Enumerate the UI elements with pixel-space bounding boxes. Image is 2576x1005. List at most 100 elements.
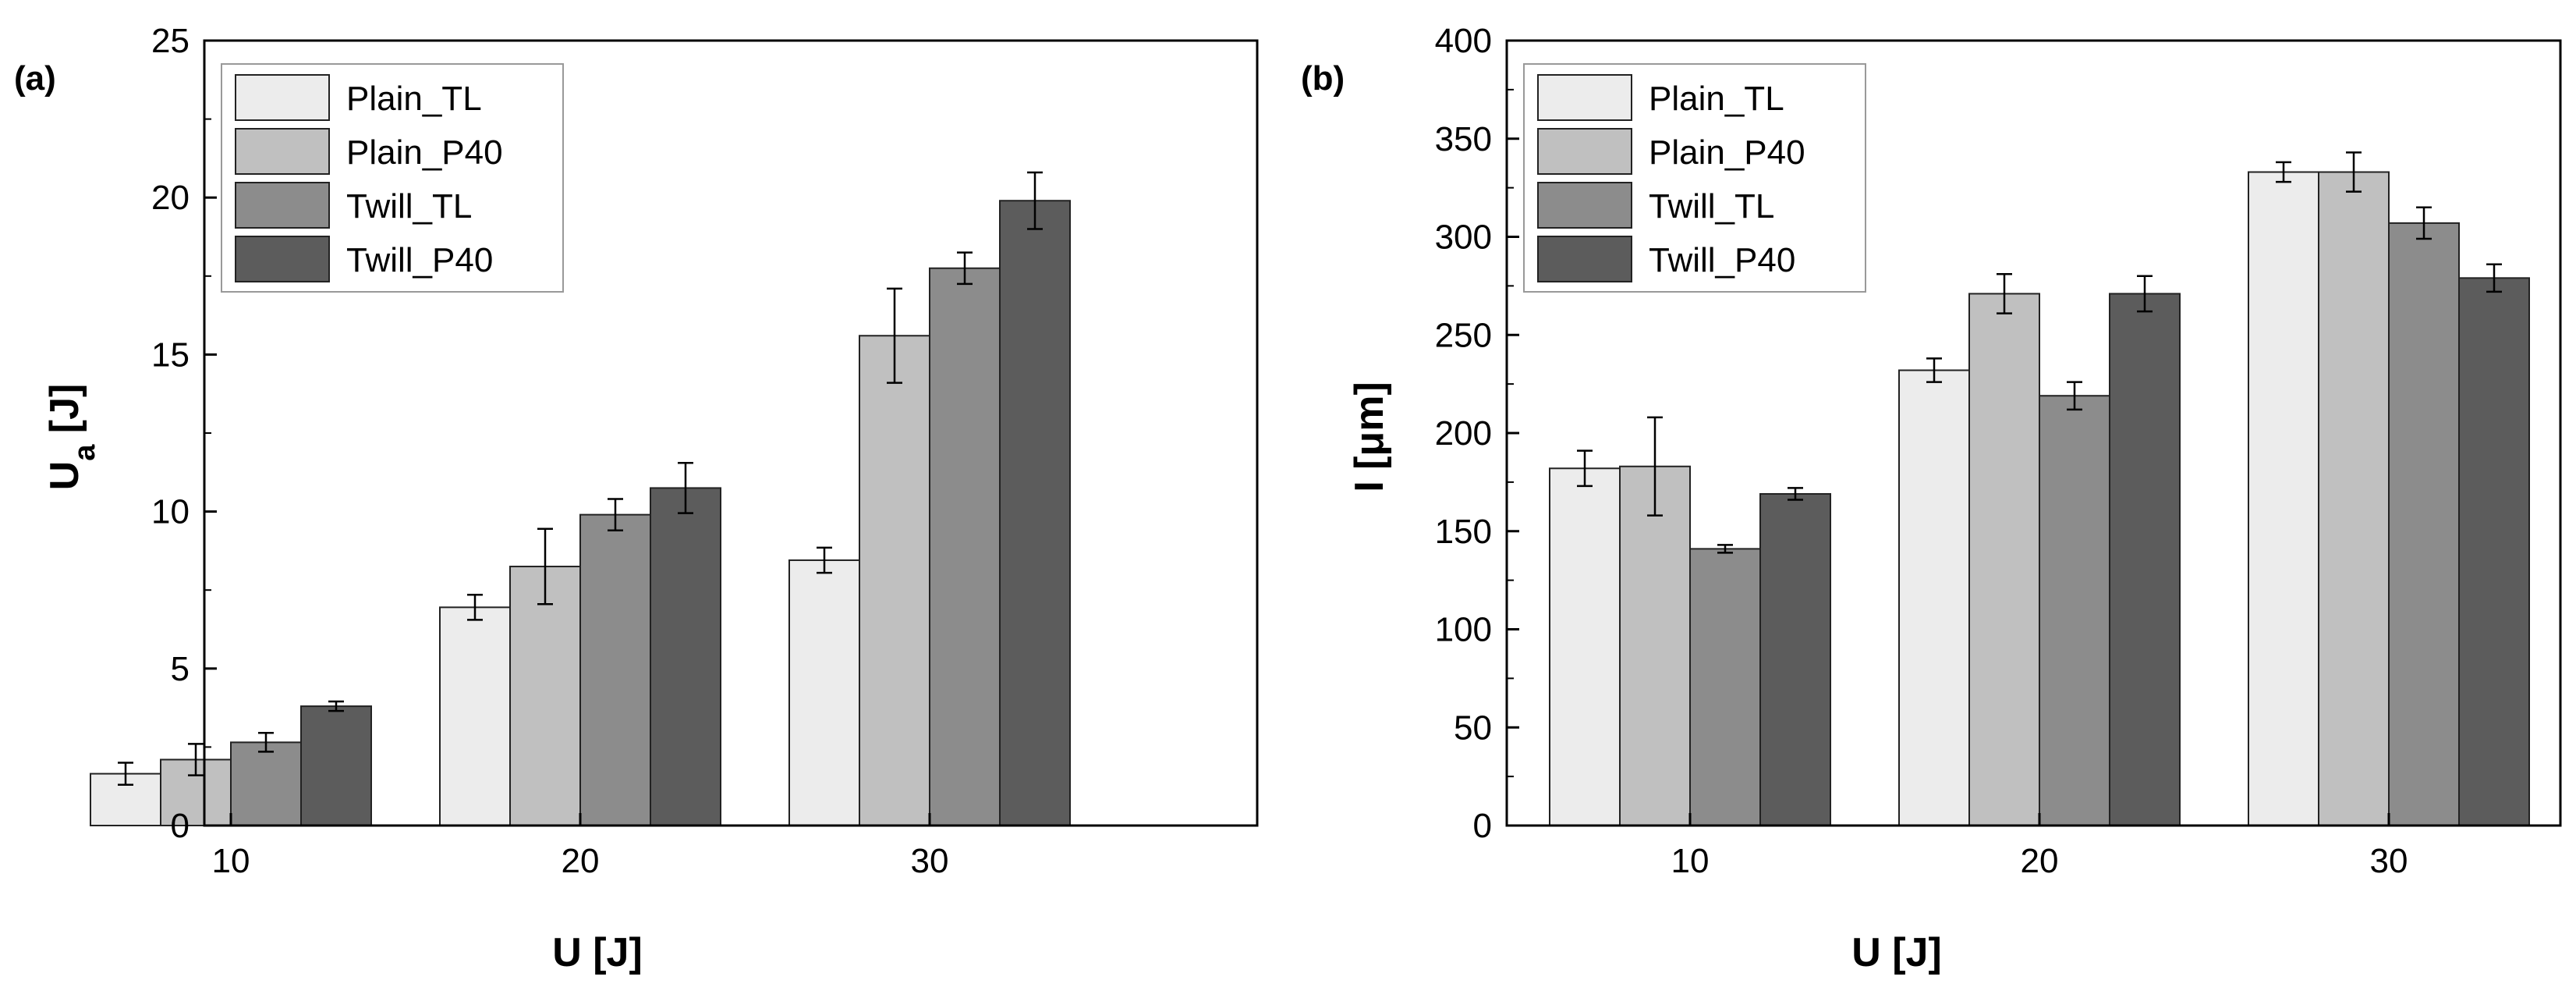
y-ticks-b: 0 50 100 150 200 250 300 350 400 (1435, 22, 1519, 845)
legend-label-a-plain-p40: Plain_P40 (346, 133, 503, 172)
error-bar-a-twill-tl-10 (258, 732, 274, 753)
error-bar-a-plain-p40-20 (537, 527, 553, 605)
y-tick-label-b-200: 200 (1435, 414, 1492, 453)
y-axis-title-unit-a: [J] (42, 384, 87, 445)
legend-label-a-plain-tl: Plain_TL (346, 80, 482, 118)
panel-label-b: (b) (1301, 59, 1345, 98)
y-axis-title-b: I [μm] (1347, 382, 1392, 492)
y-tick-label-a-20: 20 (151, 179, 190, 217)
y-tick-label-b-300: 300 (1435, 218, 1492, 257)
error-bar-a-plain-p40-10 (188, 743, 204, 776)
y-tick-label-b-0: 0 (1473, 807, 1492, 845)
bar-b-twill-p40-20 (2109, 293, 2181, 826)
bar-b-twill-tl-30 (2388, 222, 2460, 826)
legend-label-a-twill-p40: Twill_P40 (346, 241, 493, 279)
bar-a-twill-tl-20 (579, 513, 651, 827)
y-axis-title-sub-a: a (69, 444, 101, 461)
legend-swatch-b-plain-tl (1537, 74, 1632, 121)
chart-panel-a: (a) Ua [J] U [J] 0 5 10 15 20 25 10 20 30 Plain… (14, 22, 1259, 975)
x-tick-label-b-30: 30 (2370, 842, 2408, 880)
legend-swatch-a-plain-tl (235, 74, 330, 121)
error-bars-b (1577, 151, 2502, 554)
y-tick-label-b-150: 150 (1435, 513, 1492, 551)
bar-b-twill-tl-20 (2039, 395, 2110, 826)
y-tick-label-a-10: 10 (151, 493, 190, 531)
bar-b-plain-p40-10 (1619, 465, 1691, 826)
bar-b-plain-tl-30 (2248, 171, 2319, 826)
bar-a-plain-tl-20 (439, 606, 511, 826)
bar-a-plain-p40-30 (859, 335, 930, 827)
bar-a-twill-p40-10 (300, 705, 372, 827)
y-tick-label-a-25: 25 (151, 22, 190, 60)
legend-swatch-b-plain-p40 (1537, 128, 1632, 175)
legend-label-b-twill-p40: Twill_P40 (1649, 241, 1795, 279)
error-bar-b-twill-p40-10 (1788, 487, 1803, 501)
error-bar-a-twill-tl-30 (957, 251, 973, 286)
chart-panel-b: (b) I [μm] U [J] 0 50 100 150 200 250 300 350 40… (1301, 22, 2562, 975)
x-axis-title-b: U [J] (1851, 930, 1942, 975)
legend-a: Plain_TL Plain_P40 Twill_TL Twill_P40 (221, 63, 564, 293)
bar-b-plain-p40-20 (1968, 293, 2040, 826)
x-tick-label-a-20: 20 (562, 842, 600, 880)
bar-b-plain-p40-30 (2318, 171, 2390, 826)
bar-b-twill-tl-10 (1689, 548, 1761, 826)
legend-swatch-a-twill-p40 (235, 236, 330, 282)
error-bar-b-plain-tl-10 (1577, 449, 1593, 488)
bar-b-plain-tl-10 (1549, 467, 1621, 827)
error-bar-b-plain-tl-20 (1926, 357, 1942, 383)
y-tick-label-b-250: 250 (1435, 316, 1492, 354)
y-tick-label-b-50: 50 (1454, 708, 1492, 747)
bar-a-twill-tl-30 (929, 267, 1001, 826)
bar-a-twill-p40-20 (650, 487, 721, 826)
plot-frame-b (1505, 39, 2562, 827)
bar-a-twill-p40-30 (999, 200, 1071, 826)
error-bar-b-plain-p40-10 (1647, 416, 1663, 517)
panel-label-a: (a) (14, 59, 56, 98)
bar-a-twill-tl-10 (230, 741, 302, 827)
y-ticks-a: 0 5 10 15 20 25 (151, 22, 217, 845)
error-bar-b-twill-p40-20 (2137, 275, 2153, 313)
bar-b-plain-tl-20 (1898, 369, 1970, 826)
legend-label-a-twill-tl: Twill_TL (346, 187, 472, 226)
error-bar-b-plain-p40-20 (1997, 273, 2012, 314)
y-tick-label-b-400: 400 (1435, 22, 1492, 60)
legend-label-b-plain-p40: Plain_P40 (1649, 133, 1805, 172)
y-tick-label-a-0: 0 (171, 807, 190, 845)
error-bar-a-plain-tl-20 (467, 593, 483, 621)
error-bar-a-plain-p40-30 (887, 287, 902, 384)
x-tick-label-a-30: 30 (911, 842, 949, 880)
legend-b: Plain_TL Plain_P40 Twill_TL Twill_P40 (1523, 63, 1866, 293)
x-ticks-a: 10 20 30 (212, 813, 949, 880)
error-bar-b-twill-tl-10 (1717, 544, 1733, 554)
plot-frame-a (203, 39, 1259, 827)
error-bar-a-plain-tl-30 (817, 546, 832, 574)
legend-label-b-plain-tl: Plain_TL (1649, 80, 1784, 118)
legend-swatch-a-twill-tl (235, 182, 330, 229)
error-bar-b-twill-p40-30 (2486, 263, 2502, 293)
x-tick-label-b-20: 20 (2021, 842, 2059, 880)
error-bar-b-twill-tl-20 (2067, 381, 2082, 411)
x-ticks-b: 10 20 30 (1671, 813, 2408, 880)
y-axis-title-a: Ua [J] (42, 384, 101, 491)
bar-b-twill-p40-10 (1759, 492, 1831, 827)
legend-swatch-b-twill-tl (1537, 182, 1632, 229)
y-tick-label-b-350: 350 (1435, 120, 1492, 158)
x-tick-label-a-10: 10 (212, 842, 250, 880)
error-bar-a-twill-p40-10 (328, 700, 344, 712)
bar-a-plain-tl-30 (788, 559, 860, 826)
x-tick-label-b-10: 10 (1671, 842, 1710, 880)
bars-b (1549, 171, 2530, 827)
error-bar-b-plain-p40-30 (2346, 151, 2362, 193)
legend-swatch-a-plain-p40 (235, 128, 330, 175)
legend-label-b-twill-tl: Twill_TL (1649, 187, 1774, 226)
error-bar-a-twill-tl-20 (608, 498, 623, 531)
x-axis-title-a: U [J] (552, 930, 643, 975)
legend-swatch-b-twill-p40 (1537, 236, 1632, 282)
y-tick-label-b-100: 100 (1435, 611, 1492, 649)
bar-b-twill-p40-30 (2458, 277, 2530, 826)
bars-a (90, 200, 1071, 827)
y-tick-label-a-5: 5 (171, 650, 190, 688)
y-axis-title-main-b: I [μm] (1347, 382, 1392, 492)
y-axis-title-main-a: U (42, 461, 87, 491)
